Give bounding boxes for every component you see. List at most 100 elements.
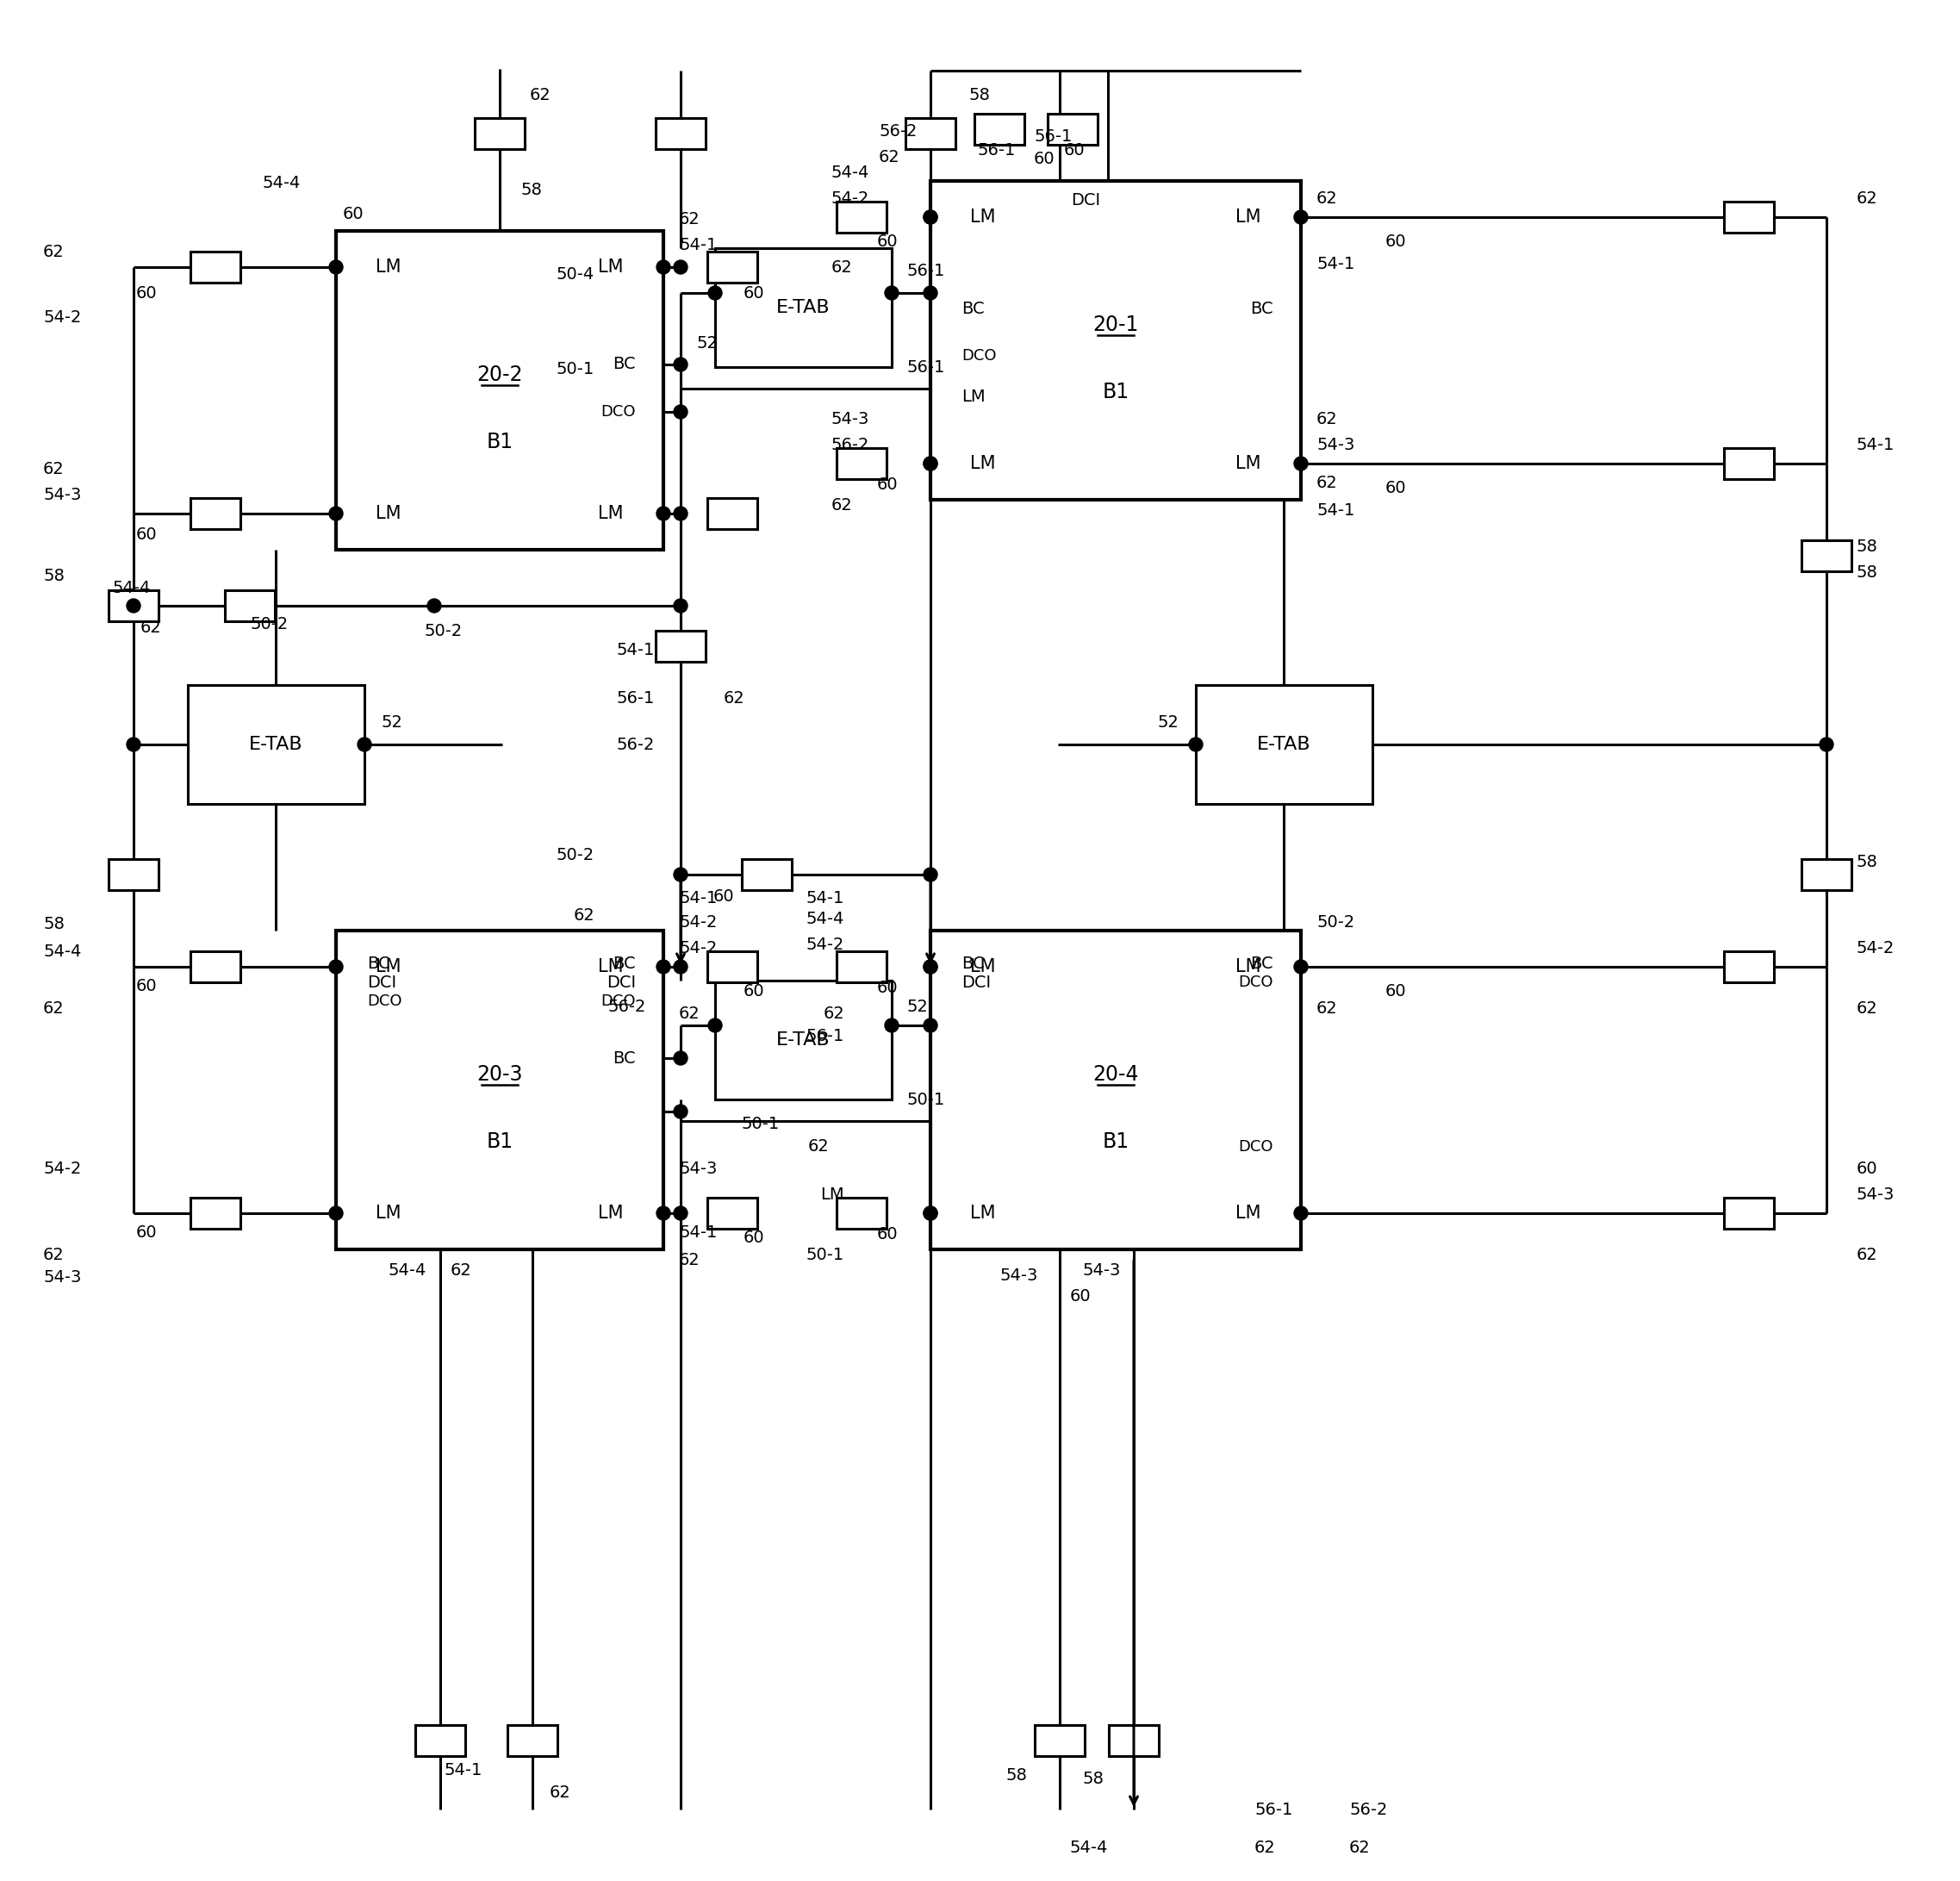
Text: 62: 62 xyxy=(1254,1840,1276,1857)
Bar xyxy=(508,1725,557,1757)
Circle shape xyxy=(674,1051,688,1065)
Text: LM: LM xyxy=(970,1204,996,1223)
Text: 54-1: 54-1 xyxy=(1317,256,1354,273)
Text: E-TAB: E-TAB xyxy=(1256,735,1311,752)
Text: 20-3: 20-3 xyxy=(476,1065,523,1085)
Text: 62: 62 xyxy=(451,1262,472,1279)
Text: BC: BC xyxy=(1250,956,1274,971)
Text: 54-1: 54-1 xyxy=(678,890,717,907)
Text: DCO: DCO xyxy=(1239,1140,1274,1155)
Text: 50-4: 50-4 xyxy=(557,265,594,282)
Text: DCI: DCI xyxy=(606,974,635,991)
Circle shape xyxy=(674,1104,688,1119)
Bar xyxy=(657,630,706,662)
Bar xyxy=(1196,685,1372,803)
Text: 54-3: 54-3 xyxy=(1317,436,1354,453)
Text: E-TAB: E-TAB xyxy=(776,299,829,316)
Circle shape xyxy=(329,260,343,275)
Circle shape xyxy=(923,959,937,974)
Text: 60: 60 xyxy=(1070,1288,1092,1305)
Circle shape xyxy=(1294,211,1307,224)
Circle shape xyxy=(329,506,343,521)
Text: 50-2: 50-2 xyxy=(1317,914,1354,931)
Text: 60: 60 xyxy=(135,284,157,301)
Text: 54-4: 54-4 xyxy=(806,910,845,927)
Circle shape xyxy=(884,1018,898,1033)
Bar xyxy=(708,498,757,529)
Text: 54-4: 54-4 xyxy=(43,942,80,959)
Text: E-TAB: E-TAB xyxy=(249,735,302,752)
Text: 54-3: 54-3 xyxy=(43,487,80,502)
Text: BC: BC xyxy=(962,301,984,316)
Bar xyxy=(1725,448,1774,480)
Circle shape xyxy=(657,506,670,521)
Circle shape xyxy=(427,598,441,613)
Text: 60: 60 xyxy=(1386,233,1407,250)
Text: 62: 62 xyxy=(831,260,853,275)
Text: 54-2: 54-2 xyxy=(678,940,717,956)
Text: 52: 52 xyxy=(907,999,929,1014)
Text: 62: 62 xyxy=(549,1783,570,1800)
Text: 62: 62 xyxy=(831,497,853,514)
Text: 58: 58 xyxy=(1082,1772,1103,1787)
Text: DCO: DCO xyxy=(1239,974,1274,989)
Text: 56-1: 56-1 xyxy=(907,263,945,280)
Text: 58: 58 xyxy=(1856,540,1878,555)
Circle shape xyxy=(923,457,937,470)
Text: 54-1: 54-1 xyxy=(1856,436,1895,453)
Circle shape xyxy=(923,1206,937,1221)
Text: 60: 60 xyxy=(713,888,735,905)
Text: 56-1: 56-1 xyxy=(1254,1802,1294,1817)
Bar xyxy=(190,952,241,982)
Text: 60: 60 xyxy=(743,1228,764,1245)
Circle shape xyxy=(127,737,141,751)
Text: 56-2: 56-2 xyxy=(878,122,917,139)
Text: 60: 60 xyxy=(743,982,764,999)
Circle shape xyxy=(674,404,688,419)
Text: 54-1: 54-1 xyxy=(1317,502,1354,519)
Circle shape xyxy=(923,286,937,299)
Circle shape xyxy=(923,211,937,224)
Circle shape xyxy=(329,959,343,974)
Text: LM: LM xyxy=(1237,455,1262,472)
Bar xyxy=(837,952,886,982)
Text: 60: 60 xyxy=(1064,143,1086,160)
Text: 54-2: 54-2 xyxy=(1856,940,1895,956)
Text: LM: LM xyxy=(1237,957,1262,976)
Text: LM: LM xyxy=(1237,209,1262,226)
Text: 62: 62 xyxy=(1856,190,1878,207)
Text: DCI: DCI xyxy=(962,974,992,991)
Text: LM: LM xyxy=(598,957,623,976)
Bar xyxy=(225,591,274,621)
Circle shape xyxy=(708,286,721,299)
Text: LM: LM xyxy=(821,1187,845,1202)
Text: 58: 58 xyxy=(1856,564,1878,581)
Text: BC: BC xyxy=(613,956,635,971)
Text: LM: LM xyxy=(962,389,986,406)
Text: 54-1: 54-1 xyxy=(617,643,655,658)
Text: 50-1: 50-1 xyxy=(557,361,594,378)
Text: 62: 62 xyxy=(43,1247,65,1262)
Text: 60: 60 xyxy=(1386,480,1407,497)
Text: 54-4: 54-4 xyxy=(263,175,302,192)
Text: B1: B1 xyxy=(486,433,514,451)
Text: 60: 60 xyxy=(876,1226,898,1243)
Text: LM: LM xyxy=(598,258,623,277)
Text: 62: 62 xyxy=(1317,190,1339,207)
Circle shape xyxy=(674,598,688,613)
Bar xyxy=(708,1198,757,1228)
Text: 60: 60 xyxy=(135,1225,157,1240)
Text: 58: 58 xyxy=(43,916,65,931)
Text: 62: 62 xyxy=(139,619,161,636)
Bar xyxy=(1801,860,1852,890)
Text: 60: 60 xyxy=(743,284,764,301)
Text: 62: 62 xyxy=(1856,1247,1878,1262)
Bar xyxy=(906,119,955,149)
Text: B1: B1 xyxy=(1102,382,1129,403)
Text: LM: LM xyxy=(376,258,402,277)
Text: 56-2: 56-2 xyxy=(608,999,647,1014)
Circle shape xyxy=(674,260,688,275)
Circle shape xyxy=(923,457,937,470)
Text: 56-2: 56-2 xyxy=(617,737,655,754)
Text: 20-4: 20-4 xyxy=(1092,1065,1139,1085)
